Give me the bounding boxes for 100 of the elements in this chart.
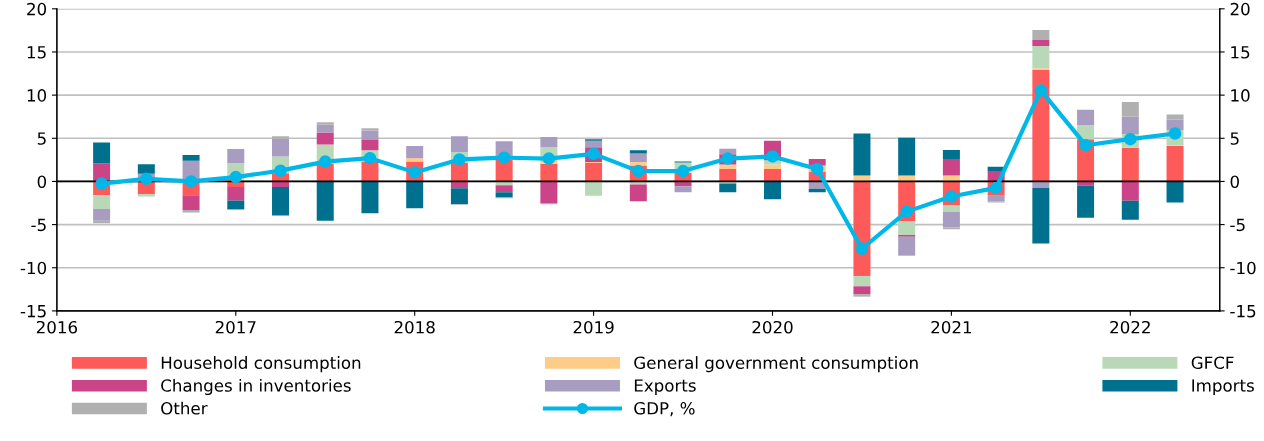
bar — [540, 136, 558, 148]
bar — [719, 164, 737, 169]
bar — [450, 136, 468, 153]
bar — [1121, 147, 1139, 182]
y2-tick-label: 20 — [1230, 2, 1250, 16]
bar — [227, 200, 245, 210]
x-tick-label: 2018 — [394, 320, 435, 334]
bar — [361, 181, 379, 214]
y2-tick-label: 10 — [1231, 89, 1250, 102]
point — [1168, 127, 1182, 140]
bar — [361, 128, 379, 131]
point — [1079, 138, 1092, 152]
x-tick-label: 2016 — [36, 320, 78, 334]
y-tick-label: 0 — [37, 175, 47, 189]
bar — [540, 181, 558, 204]
point — [140, 172, 153, 186]
bar — [361, 161, 379, 182]
bar — [942, 205, 960, 212]
bar — [182, 195, 200, 210]
legend-label: GFCF — [1191, 356, 1234, 370]
bar — [942, 159, 960, 176]
x-tick-label: 2019 — [573, 320, 614, 334]
bar — [764, 168, 781, 182]
bar — [629, 153, 647, 163]
legend-label: General government consumption — [634, 356, 918, 373]
bar — [629, 150, 647, 154]
bar — [764, 164, 781, 169]
legend-label: Changes in inventories — [161, 378, 351, 396]
legend-label: Imports — [1192, 379, 1254, 396]
bar — [942, 149, 960, 160]
x-tick-label: 2020 — [752, 320, 793, 334]
bar — [853, 275, 871, 287]
x-tick-label: 2021 — [931, 320, 972, 334]
bar — [182, 155, 200, 161]
point — [810, 162, 824, 176]
bar — [1121, 200, 1139, 220]
bar — [227, 187, 245, 201]
bar — [495, 185, 513, 193]
bar — [450, 188, 468, 204]
bar — [1032, 29, 1050, 40]
point — [855, 242, 869, 256]
x-tick-label: 2022 — [1110, 320, 1150, 334]
bar — [1032, 45, 1050, 69]
y-tick-label: -5 — [31, 218, 46, 232]
bar — [406, 181, 424, 209]
bar — [764, 181, 781, 200]
y-tick-label: 15 — [27, 46, 46, 59]
bar — [585, 140, 603, 148]
bar — [540, 163, 558, 182]
bar — [1166, 181, 1184, 203]
bar — [406, 146, 424, 159]
bar — [1166, 114, 1184, 120]
bar — [272, 138, 290, 157]
point — [542, 152, 556, 165]
y2-tick-label: -5 — [1230, 218, 1245, 232]
bar — [1121, 102, 1139, 117]
y-tick-label: 5 — [37, 132, 46, 145]
bar — [853, 133, 871, 176]
bar — [674, 186, 692, 193]
y-tick-label: -15 — [20, 305, 46, 318]
point — [229, 170, 243, 184]
y2-tick-label: -10 — [1230, 261, 1256, 275]
bar — [1032, 39, 1050, 46]
y2-tick-label: 15 — [1231, 46, 1250, 59]
point — [676, 164, 690, 178]
bar — [1121, 116, 1139, 134]
bar — [93, 195, 111, 210]
point — [184, 175, 198, 188]
x-tick-label: 2017 — [215, 320, 256, 334]
bar — [942, 211, 960, 228]
bar — [406, 158, 424, 162]
bar — [182, 209, 200, 213]
bar — [361, 130, 379, 141]
y-tick-label: -10 — [20, 261, 47, 275]
point — [1034, 84, 1048, 97]
y2-tick-label: -15 — [1230, 305, 1256, 318]
bar — [137, 193, 155, 197]
bar — [316, 132, 334, 145]
bar — [316, 124, 334, 133]
bar — [719, 168, 737, 182]
legend-label: Other — [161, 401, 208, 415]
point — [900, 205, 913, 218]
bar — [629, 184, 647, 202]
bar — [898, 221, 916, 235]
bar — [1166, 146, 1184, 182]
y-tick-label: 20 — [27, 2, 47, 16]
legend-label: Household consumption — [161, 356, 361, 373]
bar — [1121, 181, 1139, 201]
bar — [272, 187, 290, 216]
bar — [495, 192, 513, 198]
bar — [719, 183, 737, 193]
bar — [316, 122, 334, 125]
bar — [137, 164, 155, 174]
bar — [1077, 185, 1095, 218]
bar — [227, 149, 245, 163]
y2-tick-label: 5 — [1230, 132, 1239, 145]
bar — [93, 142, 111, 164]
bar — [898, 236, 916, 256]
point — [318, 155, 332, 168]
y2-tick-label: 0 — [1230, 175, 1239, 189]
